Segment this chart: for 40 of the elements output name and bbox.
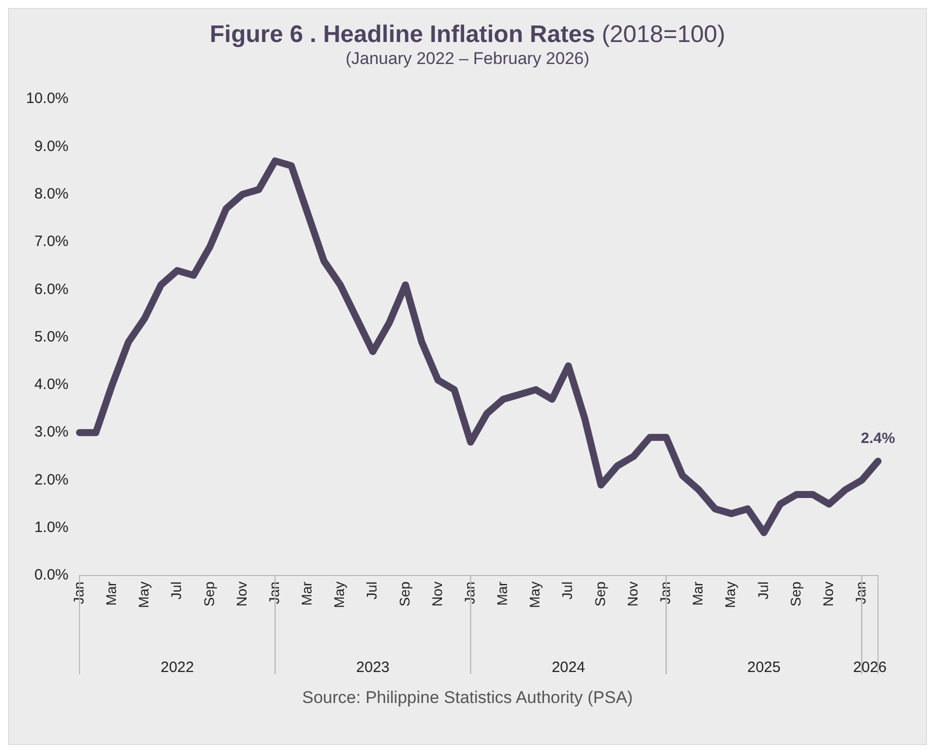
y-tick-label: 6.0% [34, 280, 69, 298]
y-tick-label: 5.0% [34, 328, 69, 346]
text: 2025 [747, 659, 781, 676]
y-tick-label: 10.0% [26, 90, 69, 108]
x-tick-label: Sep [592, 581, 608, 606]
x-tick-label: May [526, 582, 543, 608]
y-tick-label: 4.0% [34, 376, 69, 394]
text: 2026 [853, 659, 887, 676]
source-note: Source: Philippine Statistics Authority (PSA) [301, 688, 634, 708]
annotation: 2.4% [860, 430, 896, 448]
x-tick-label: Nov [624, 582, 640, 606]
text: 2023 [356, 659, 390, 676]
y-tick-label: 2.0% [34, 471, 69, 488]
x-tick-label: Mar [102, 581, 119, 606]
x-tick-label: Jul [754, 582, 771, 600]
x-tick-label: Nov [428, 582, 445, 606]
x-tick-label: Nov [233, 582, 250, 606]
x-tick-label: Jul [559, 582, 576, 600]
y-tick-label: 3.0% [34, 424, 69, 441]
x-tick-label: Mar [494, 581, 510, 606]
x-tick-label: Nov [820, 582, 836, 606]
y-tick-label: 8.0% [34, 185, 69, 202]
chart-subtitle: (January 2022 – February 2026) [344, 49, 590, 69]
y-tick-label: 1.0% [34, 519, 69, 536]
x-tick-label: Sep [396, 581, 412, 606]
text: 2024 [552, 659, 586, 676]
text: 2022 [160, 659, 194, 676]
x-tick-label: May [331, 582, 348, 608]
x-tick-label: Jul [364, 582, 380, 600]
x-tick-label: Jul [168, 582, 184, 600]
chart-title: Figure 6 . Headline Inflation Rates (2018=100) [210, 21, 726, 48]
x-tick-label: Mar [298, 581, 315, 606]
x-tick-label: May [136, 582, 152, 608]
x-tick-label: Sep [787, 581, 804, 606]
x-tick-label: Mar [690, 581, 706, 606]
x-tick-label: May [722, 582, 738, 608]
y-tick-label: 7.0% [34, 233, 69, 250]
x-tick-label: Sep [200, 581, 217, 606]
y-tick-label: 9.0% [34, 138, 69, 155]
y-tick-label: 0.0% [34, 566, 69, 584]
